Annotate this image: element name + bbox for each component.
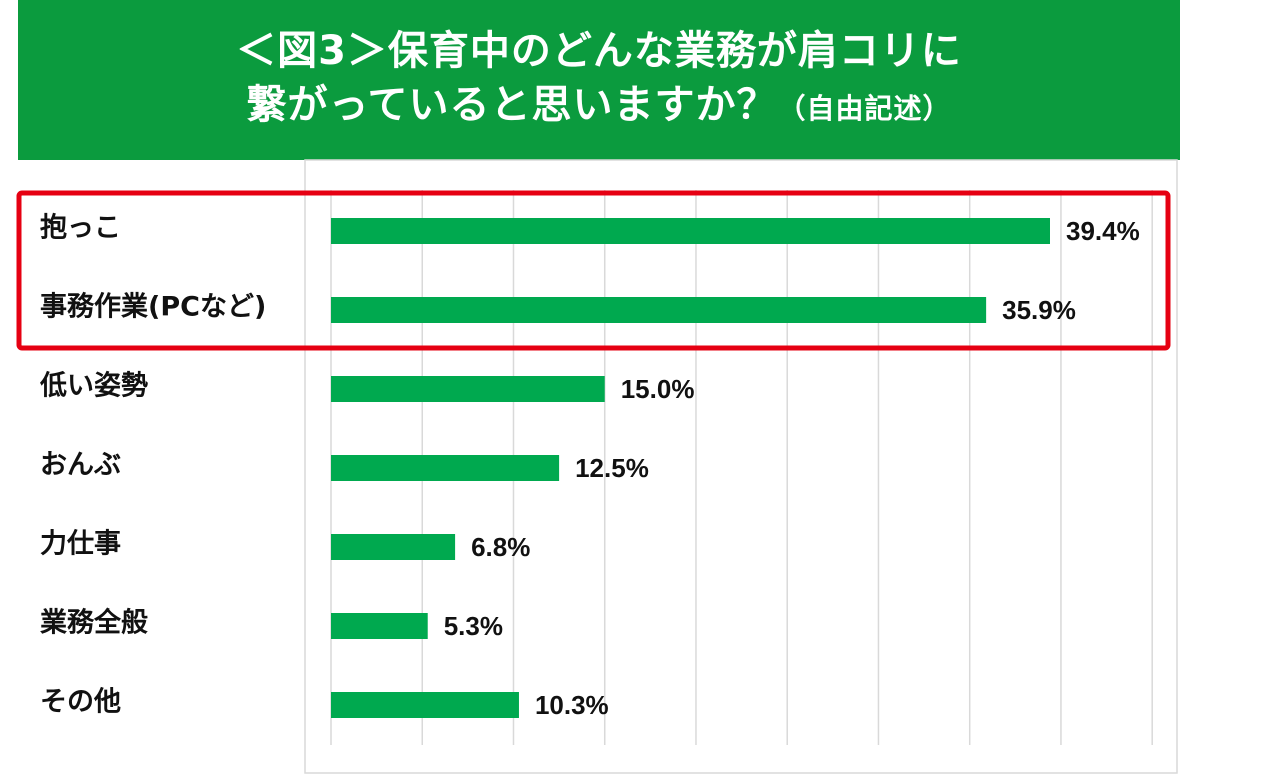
category-label: 抱っこ (40, 212, 121, 244)
chart-title-question: 繋がっていると思いますか？ (246, 82, 778, 128)
plot-area-border (304, 159, 1178, 774)
bar (331, 376, 605, 402)
bar (331, 613, 428, 639)
title-banner: ＜図3＞保育中のどんな業務が肩コリに 繋がっていると思いますか？（自由記述） (18, 0, 1180, 160)
bar (331, 455, 560, 481)
chart-title-note: （自由記述） (777, 92, 952, 125)
value-label: 12.5% (575, 453, 649, 483)
chart-title-line1: ＜図3＞保育中のどんな業務が肩コリに (236, 28, 962, 74)
category-label: 力仕事 (40, 529, 121, 560)
category-label: おんぶ (40, 450, 121, 481)
category-label: 低い姿勢 (39, 371, 148, 402)
value-label: 35.9% (1002, 295, 1076, 325)
category-label: 事務作業(PCなど) (40, 292, 266, 323)
chart-title-line2: 繋がっていると思いますか？（自由記述） (246, 78, 951, 136)
highlight-box (16, 190, 1171, 351)
bar (331, 218, 1050, 244)
value-label: 10.3% (535, 690, 609, 720)
category-label: その他 (40, 687, 121, 718)
bar (331, 297, 987, 323)
category-label: 業務全般 (40, 607, 148, 639)
value-label: 5.3% (444, 611, 503, 641)
value-label: 6.8% (471, 532, 530, 562)
value-label: 39.4% (1066, 216, 1140, 246)
bar (331, 692, 519, 718)
value-label: 15.0% (621, 374, 695, 404)
bar (331, 534, 456, 560)
